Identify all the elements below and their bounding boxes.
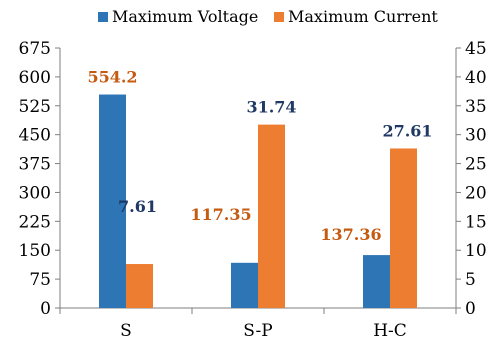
right-tick-label: 40	[465, 68, 487, 88]
left-tick-label: 525	[19, 97, 51, 117]
bar	[231, 262, 258, 308]
data-label: 7.61	[118, 197, 157, 216]
legend-swatch	[98, 12, 108, 22]
left-tick-label: 225	[19, 212, 51, 232]
data-label: 554.2	[87, 68, 137, 87]
category-label: S	[120, 321, 132, 341]
category-label: S-P	[243, 321, 272, 341]
bar	[99, 94, 126, 309]
left-tick-label: 675	[19, 39, 51, 59]
legend: Maximum Voltage Maximum Current	[98, 7, 438, 26]
right-tick-label: 25	[465, 155, 487, 175]
legend-swatch	[274, 12, 284, 22]
left-tick-label: 375	[19, 155, 51, 175]
bar	[390, 148, 417, 308]
left-tick-label: 300	[19, 183, 51, 203]
right-tick-label: 15	[465, 212, 487, 232]
axes: 0 75 150 225 300 375 450 525 600 675 0 5 10 15 20 25 30 3…	[19, 39, 487, 341]
right-tick-label: 45	[465, 39, 487, 59]
right-tick-label: 5	[465, 270, 476, 290]
data-labels: 554.2 7.61 117.35 31.74 137.36 27.61	[87, 68, 432, 244]
left-tick-label: 150	[19, 241, 51, 261]
data-label: 137.36	[320, 225, 381, 244]
right-tick-label: 35	[465, 97, 487, 117]
category-label: H-C	[373, 321, 407, 341]
data-label: 27.61	[382, 121, 432, 140]
bar	[363, 255, 390, 308]
right-tick-label: 20	[465, 183, 487, 203]
left-tick-label: 450	[19, 126, 51, 146]
bars	[99, 94, 417, 309]
legend-label: Maximum Current	[288, 7, 438, 26]
left-tick-label: 600	[19, 68, 51, 88]
right-tick-label: 30	[465, 126, 487, 146]
bar	[258, 124, 285, 308]
left-tick-label: 75	[29, 270, 51, 290]
legend-label: Maximum Voltage	[112, 7, 258, 26]
data-label: 117.35	[190, 205, 251, 224]
left-tick-label: 0	[40, 299, 51, 319]
right-tick-label: 10	[465, 241, 487, 261]
right-tick-label: 0	[465, 299, 476, 319]
data-label: 31.74	[246, 98, 296, 117]
bar	[126, 264, 153, 308]
